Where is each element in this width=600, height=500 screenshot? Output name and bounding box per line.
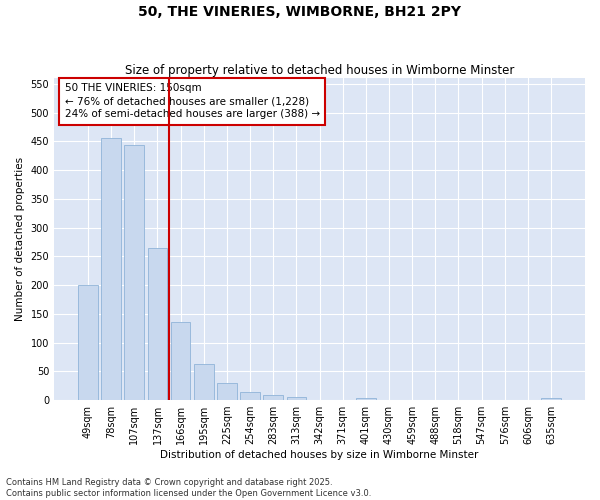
X-axis label: Distribution of detached houses by size in Wimborne Minster: Distribution of detached houses by size …	[160, 450, 479, 460]
Bar	[124, 146, 144, 400]
Bar	[541, 398, 561, 400]
Title: Size of property relative to detached houses in Wimborne Minster: Size of property relative to detached ho…	[125, 64, 514, 77]
Text: 50 THE VINERIES: 150sqm
← 76% of detached houses are smaller (1,228)
24% of semi: 50 THE VINERIES: 150sqm ← 76% of detache…	[65, 83, 320, 120]
Y-axis label: Number of detached properties: Number of detached properties	[15, 157, 25, 321]
Bar	[194, 364, 214, 400]
Bar	[356, 398, 376, 400]
Bar	[240, 392, 260, 400]
Bar	[171, 322, 190, 400]
Bar	[287, 397, 306, 400]
Bar	[148, 248, 167, 400]
Text: 50, THE VINERIES, WIMBORNE, BH21 2PY: 50, THE VINERIES, WIMBORNE, BH21 2PY	[139, 5, 461, 19]
Text: Contains HM Land Registry data © Crown copyright and database right 2025.
Contai: Contains HM Land Registry data © Crown c…	[6, 478, 371, 498]
Bar	[101, 138, 121, 400]
Bar	[263, 396, 283, 400]
Bar	[217, 383, 237, 400]
Bar	[78, 284, 98, 400]
